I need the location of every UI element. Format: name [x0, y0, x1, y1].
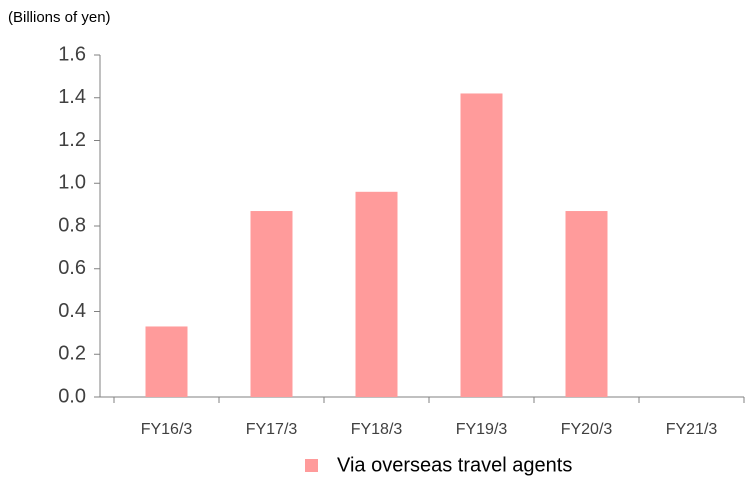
- x-tick-label: FY19/3: [456, 421, 508, 438]
- bar: [565, 211, 608, 397]
- y-tick-label: 0.2: [58, 343, 86, 365]
- legend-label: Via overseas travel agents: [337, 454, 572, 476]
- bar: [355, 191, 398, 397]
- x-tick-label: FY16/3: [141, 421, 193, 438]
- x-tick-label: FY21/3: [666, 421, 718, 438]
- y-tick-label: 1.4: [58, 86, 86, 108]
- y-axis-label: (Billions of yen): [8, 9, 111, 26]
- bar: [145, 326, 188, 397]
- bar: [250, 211, 293, 397]
- y-tick-label: 0.6: [58, 257, 86, 279]
- y-tick-label: 1.0: [58, 172, 86, 194]
- legend-swatch: [305, 459, 318, 472]
- y-tick-label: 1.6: [58, 43, 86, 65]
- x-tick-label: FY18/3: [351, 421, 403, 438]
- y-tick-label: 0.4: [58, 300, 86, 322]
- x-tick-label: FY20/3: [561, 421, 613, 438]
- bar: [460, 93, 503, 397]
- x-tick-label: FY17/3: [246, 421, 298, 438]
- y-tick-label: 1.2: [58, 129, 86, 151]
- y-tick-label: 0.8: [58, 214, 86, 236]
- y-tick-label: 0.0: [58, 385, 86, 407]
